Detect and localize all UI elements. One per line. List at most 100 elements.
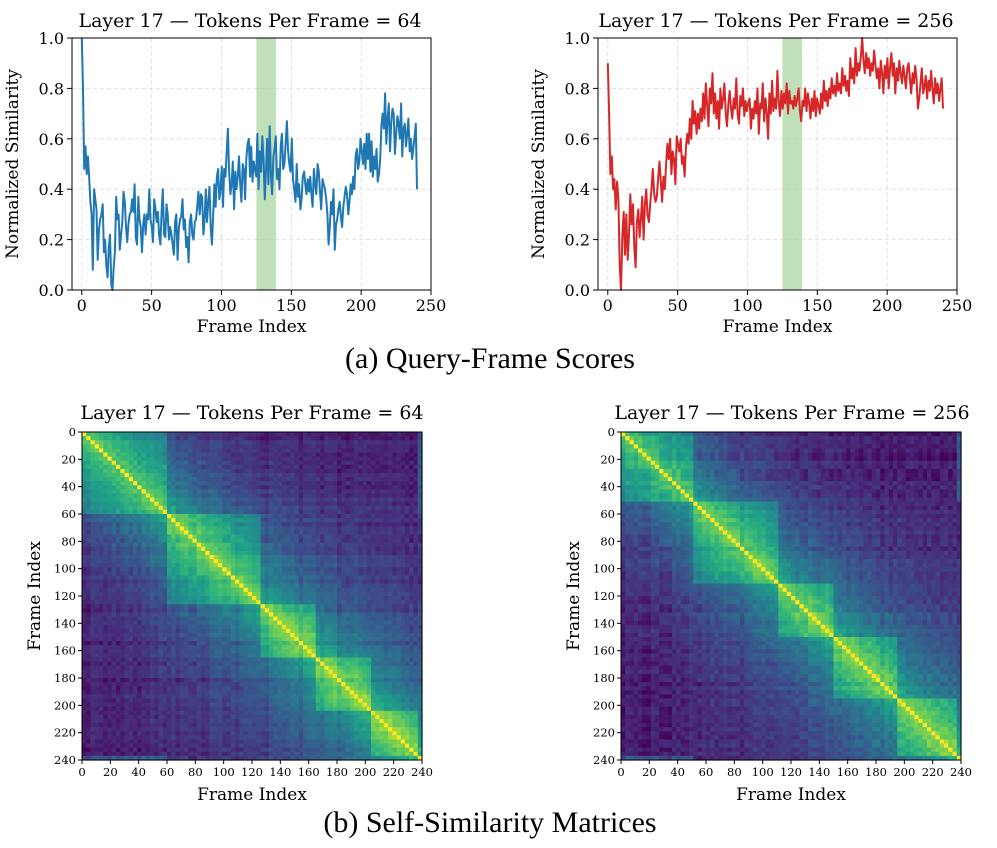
heatmap-cell: [116, 604, 121, 609]
heatmap-cell: [400, 514, 406, 519]
heatmap-cell: [184, 444, 189, 449]
heatmap-cell: [337, 497, 342, 503]
heatmap-cell: [94, 432, 100, 437]
chart-title: Layer 17 — Tokens Per Frame = 64: [78, 10, 421, 32]
heatmap-cell: [133, 665, 138, 671]
heatmap-cell: [94, 555, 100, 560]
heatmap-cell: [366, 518, 372, 523]
heatmap-cell: [226, 534, 232, 540]
heatmap-cell: [201, 448, 206, 454]
heatmap-cell: [405, 473, 410, 478]
heatmap-cell: [400, 559, 406, 564]
heatmap-cell: [179, 628, 185, 634]
heatmap-cell: [413, 440, 419, 445]
heatmap-cell: [349, 452, 355, 458]
heatmap-cell: [86, 518, 92, 523]
heatmap-cell: [281, 632, 287, 638]
heatmap-cell: [375, 538, 381, 544]
heatmap-cell: [354, 628, 359, 634]
heatmap-cell: [260, 497, 266, 503]
heatmap-cell: [124, 583, 130, 589]
heatmap-cell: [128, 641, 134, 646]
heatmap-cell: [388, 509, 393, 515]
heatmap-cell: [171, 485, 177, 490]
heatmap-cell: [307, 497, 313, 503]
heatmap-cell: [171, 563, 177, 568]
heatmap-cell: [111, 620, 117, 626]
heatmap-cell: [218, 583, 223, 589]
heatmap-cell: [141, 460, 147, 466]
heatmap-cell: [209, 501, 215, 507]
heatmap-cell: [413, 460, 419, 466]
heatmap-cell: [86, 452, 92, 458]
heatmap-cell: [362, 661, 368, 667]
heatmap-cell: [158, 526, 164, 531]
heatmap-cell: [264, 563, 270, 568]
heatmap-cell: [171, 575, 177, 581]
heatmap-cell: [388, 460, 393, 466]
heatmap-cell: [392, 583, 398, 589]
heatmap-cell: [150, 678, 155, 683]
heatmap-cell: [179, 559, 185, 564]
heatmap-cell: [218, 587, 223, 593]
heatmap-cell: [222, 612, 228, 618]
heatmap-cell: [226, 665, 232, 671]
heatmap-cell: [158, 657, 164, 663]
heatmap-cell: [179, 612, 185, 618]
heatmap-cell: [218, 514, 223, 519]
heatmap-cell: [86, 608, 92, 613]
heatmap-cell: [120, 505, 126, 511]
heatmap-cell: [226, 460, 232, 466]
heatmap-cell: [281, 669, 287, 675]
heatmap-cell: [252, 452, 257, 458]
heatmap-cell: [82, 567, 87, 572]
heatmap-cell: [286, 550, 291, 556]
heatmap-cell: [243, 645, 249, 650]
heatmap-cell: [111, 509, 117, 515]
heatmap-cell: [328, 649, 334, 654]
heatmap-cell: [222, 550, 228, 556]
heatmap-cell: [120, 493, 126, 499]
heatmap-cell: [320, 481, 325, 486]
heatmap-cell: [150, 452, 155, 458]
heatmap-cell: [205, 608, 211, 613]
heatmap-cell: [277, 542, 283, 548]
heatmap-cell: [354, 432, 359, 437]
heatmap-cell: [396, 509, 402, 515]
heatmap-cell: [409, 460, 415, 466]
heatmap-cell: [154, 600, 160, 605]
heatmap-cell: [133, 501, 138, 507]
heatmap-cell: [324, 432, 330, 437]
heatmap-cell: [307, 518, 313, 523]
heatmap-cell: [196, 649, 202, 654]
heatmap-cell: [354, 546, 359, 552]
heatmap-cell: [218, 612, 223, 618]
heatmap-cell: [358, 546, 364, 552]
heatmap-cell: [218, 448, 223, 454]
heatmap-cell: [243, 649, 249, 654]
heatmap-cell: [252, 509, 257, 515]
heatmap-cell: [226, 673, 232, 679]
heatmap-cell: [332, 673, 338, 679]
heatmap-cell: [171, 559, 177, 564]
heatmap-cell: [171, 583, 177, 589]
heatmap-cell: [371, 489, 376, 495]
heatmap-cell: [158, 563, 164, 568]
heatmap-cell: [107, 460, 113, 466]
heatmap-cell: [99, 505, 104, 511]
heatmap-cell: [167, 673, 172, 679]
heatmap-cell: [226, 604, 232, 609]
heatmap-cell: [111, 583, 117, 589]
heatmap-cell: [332, 444, 338, 449]
heatmap-cell: [383, 468, 389, 474]
heatmap-cell: [175, 596, 181, 601]
heatmap-cell: [158, 493, 164, 499]
heatmap-cell: [345, 542, 351, 548]
heatmap-cell: [222, 436, 228, 441]
heatmap-cell: [417, 514, 423, 519]
heatmap-cell: [252, 550, 257, 556]
heatmap-cell: [413, 489, 419, 495]
heatmap-cell: [379, 612, 385, 618]
heatmap-cell: [392, 620, 398, 626]
heatmap-cell: [349, 653, 355, 659]
